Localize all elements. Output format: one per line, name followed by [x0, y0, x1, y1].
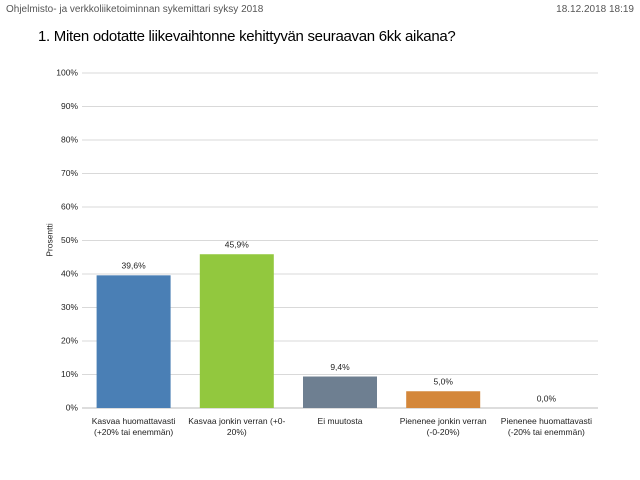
y-tick-label: 0%	[66, 402, 79, 412]
x-tick-label: Kasvaa huomattavasti (+20% tai enemmän)	[91, 416, 176, 437]
y-tick-label: 40%	[61, 268, 78, 278]
y-tick-label: 100%	[56, 67, 78, 77]
timestamp: 18.12.2018 18:19	[556, 4, 634, 15]
y-tick-label: 80%	[61, 134, 78, 144]
y-tick-label: 20%	[61, 335, 78, 345]
chart-title: 1. Miten odotatte liikevaihtonne kehitty…	[38, 28, 456, 45]
x-tick-label: Pienenee jonkin verran (-0-20%)	[399, 416, 487, 437]
value-label: 45,9%	[225, 239, 250, 249]
x-tick-label: Ei muutosta	[317, 416, 363, 426]
y-tick-label: 90%	[61, 101, 78, 111]
bar	[199, 254, 274, 408]
y-tick-label: 70%	[61, 168, 78, 178]
x-tick-label: Kasvaa jonkin verran (+0-20%)	[188, 416, 286, 437]
report-name: Ohjelmisto- ja verkkoliiketoiminnan syke…	[6, 4, 264, 15]
y-tick-label: 50%	[61, 235, 78, 245]
x-tick-label: Pienenee huomattavasti (-20% tai enemmän…	[500, 416, 592, 437]
value-label: 0,0%	[537, 393, 557, 403]
value-label: 5,0%	[434, 377, 454, 387]
bar	[303, 376, 377, 408]
value-label: 39,6%	[122, 261, 147, 271]
y-tick-label: 30%	[61, 302, 78, 312]
y-tick-label: 60%	[61, 201, 78, 211]
bar	[96, 275, 171, 408]
value-label: 9,4%	[330, 362, 350, 372]
y-tick-label: 10%	[61, 369, 78, 379]
bar	[406, 391, 481, 408]
y-axis-label: Prosentti	[44, 223, 54, 257]
